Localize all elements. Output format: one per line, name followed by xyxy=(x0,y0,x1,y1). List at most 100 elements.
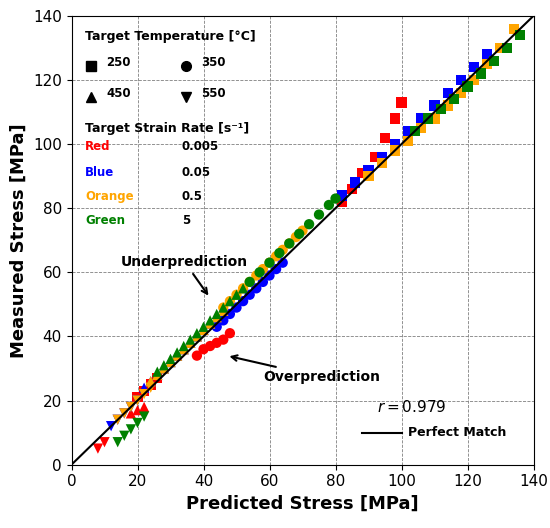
Point xyxy=(351,178,360,187)
Point xyxy=(450,95,459,103)
Point xyxy=(199,326,208,334)
Point xyxy=(212,310,221,318)
Point xyxy=(364,165,373,174)
Point xyxy=(226,297,234,305)
Point xyxy=(199,345,208,353)
Point xyxy=(509,24,518,33)
Point xyxy=(126,409,135,418)
Point xyxy=(206,316,214,325)
Point xyxy=(226,329,234,337)
Point xyxy=(490,56,498,65)
Text: Overprediction: Overprediction xyxy=(232,355,380,384)
Point xyxy=(239,284,248,293)
Point xyxy=(160,364,168,373)
Point xyxy=(390,114,399,122)
Point xyxy=(206,319,214,328)
Point xyxy=(179,345,188,353)
Point xyxy=(470,76,478,84)
Text: 5: 5 xyxy=(182,214,190,227)
Point xyxy=(140,403,148,411)
Point xyxy=(252,271,261,280)
Point xyxy=(417,114,426,122)
Point xyxy=(173,352,182,360)
Point xyxy=(186,338,195,347)
Point xyxy=(192,352,201,360)
Point xyxy=(239,297,248,305)
Point xyxy=(292,233,300,241)
Point xyxy=(245,278,254,286)
Point xyxy=(265,259,274,267)
Point xyxy=(126,403,135,411)
Point xyxy=(146,377,155,385)
Text: 350: 350 xyxy=(201,56,226,69)
Point xyxy=(133,406,142,414)
Point xyxy=(140,412,148,421)
Point xyxy=(153,371,162,379)
Point xyxy=(275,249,284,257)
Text: Blue: Blue xyxy=(85,166,114,180)
Point xyxy=(113,438,122,447)
Y-axis label: Measured Stress [MPa]: Measured Stress [MPa] xyxy=(9,123,28,357)
Point xyxy=(496,44,505,52)
Point xyxy=(212,323,221,331)
Point xyxy=(424,114,432,122)
Point xyxy=(265,259,274,267)
Point xyxy=(192,332,201,341)
Point xyxy=(324,201,333,209)
Point xyxy=(120,409,129,418)
Text: $r = 0.979$: $r = 0.979$ xyxy=(377,399,446,415)
Point xyxy=(146,380,155,389)
Point xyxy=(232,290,241,299)
Text: Orange: Orange xyxy=(85,190,134,203)
Text: 550: 550 xyxy=(201,87,226,100)
Point xyxy=(113,416,122,424)
Point xyxy=(381,134,389,142)
Point xyxy=(186,335,195,344)
Point xyxy=(140,390,148,398)
Point xyxy=(483,50,492,59)
Text: Underprediction: Underprediction xyxy=(121,255,248,294)
Point xyxy=(226,310,234,318)
Point xyxy=(100,438,109,447)
Point xyxy=(133,397,142,405)
Point xyxy=(338,191,346,200)
Point xyxy=(483,60,492,68)
Point xyxy=(166,355,175,363)
Point xyxy=(503,44,512,52)
Point xyxy=(377,153,386,161)
Point xyxy=(133,419,142,427)
Point xyxy=(113,416,122,424)
Point xyxy=(348,185,356,193)
Point xyxy=(160,364,168,373)
Point xyxy=(397,98,406,107)
Point xyxy=(166,358,175,366)
Point xyxy=(285,239,294,248)
Point xyxy=(232,303,241,312)
Point xyxy=(192,332,201,341)
Point xyxy=(358,169,366,177)
Point xyxy=(285,239,294,248)
Point xyxy=(212,313,221,322)
Text: 0.005: 0.005 xyxy=(182,140,219,153)
Point xyxy=(212,338,221,347)
Point xyxy=(107,422,116,430)
Point xyxy=(206,319,214,328)
Point xyxy=(470,63,478,71)
Point xyxy=(331,194,340,203)
Text: Green: Green xyxy=(85,214,125,227)
Point xyxy=(120,409,129,418)
Point xyxy=(417,124,426,133)
Point xyxy=(255,268,264,277)
Point xyxy=(239,284,248,293)
Point xyxy=(278,259,287,267)
Point xyxy=(245,290,254,299)
Point xyxy=(199,326,208,334)
X-axis label: Predicted Stress [MPa]: Predicted Stress [MPa] xyxy=(186,495,419,513)
Point xyxy=(219,303,228,312)
Point xyxy=(315,210,323,219)
Text: 0.05: 0.05 xyxy=(182,166,211,180)
Point xyxy=(390,146,399,155)
Point xyxy=(298,227,307,235)
Point xyxy=(140,383,148,392)
Point xyxy=(226,297,234,305)
